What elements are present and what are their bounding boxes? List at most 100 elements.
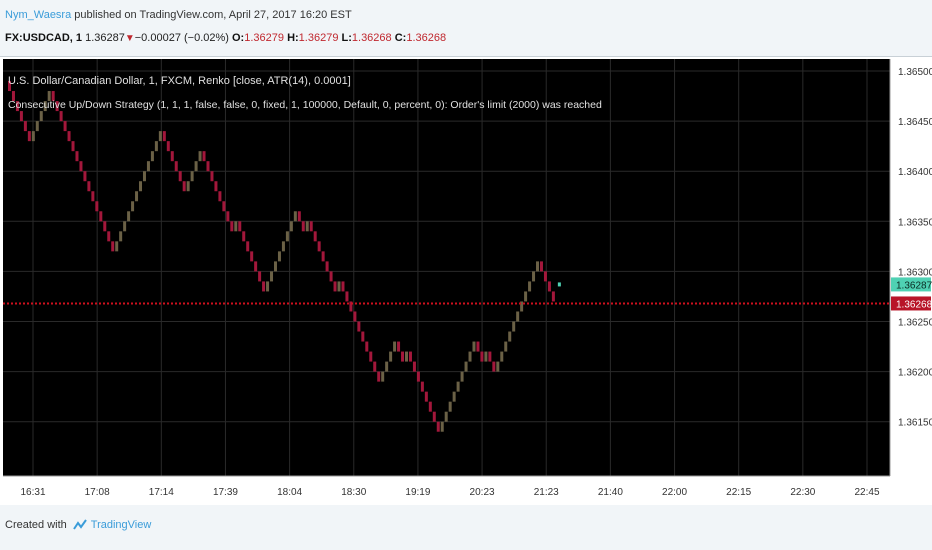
renko-brick-down (87, 181, 91, 192)
renko-brick-up (119, 231, 123, 242)
renko-brick-down (309, 221, 313, 232)
y-tick-label: 1.36400 (898, 167, 932, 178)
x-tick-label: 17:08 (85, 487, 110, 498)
renko-brick-down (202, 151, 206, 162)
renko-brick-down (242, 231, 246, 242)
renko-brick-down (210, 171, 214, 182)
renko-brick-up (142, 171, 146, 182)
renko-brick-up (448, 401, 452, 412)
renko-brick-down (111, 241, 115, 252)
renko-brick-up (385, 361, 389, 372)
renko-bricks (8, 81, 561, 432)
renko-brick-up (35, 121, 39, 132)
renko-brick-down (262, 281, 266, 292)
renko-brick-up (508, 331, 512, 342)
renko-brick-down (71, 141, 75, 152)
renko-brick-down (329, 271, 333, 282)
last-price-badge (891, 277, 931, 292)
price-axis[interactable]: 1.36500 1.36450 1.36400 1.36350 1.36300 1.362… (889, 59, 932, 476)
renko-brick-down (67, 131, 71, 142)
renko-brick-down (258, 271, 262, 282)
renko-brick-down (75, 151, 79, 162)
x-tick-label: 22:15 (726, 487, 751, 498)
y-tick-label: 1.36500 (898, 67, 932, 78)
strategy-status: Consecutive Up/Down Strategy (1, 1, 1, f… (8, 99, 602, 111)
renko-brick-down (432, 411, 436, 422)
grid-lines (3, 59, 890, 476)
renko-brick-up (270, 271, 274, 282)
down-triangle-icon: ▼ (124, 33, 135, 44)
renko-brick-up (266, 281, 270, 292)
renko-brick-up (452, 391, 456, 402)
y-tick-label: 1.36300 (898, 267, 932, 278)
renko-brick-down (23, 121, 27, 132)
renko-brick-down (11, 91, 15, 102)
renko-brick-up (512, 321, 516, 332)
symbol-label: FX:USDCAD, 1 (5, 32, 83, 44)
renko-brick-down (377, 371, 381, 382)
plot-area[interactable] (3, 59, 890, 476)
renko-brick-down (27, 131, 31, 142)
renko-brick-down (341, 281, 345, 292)
renko-brick-up (273, 261, 277, 272)
renko-brick-down (15, 101, 19, 112)
renko-brick-up (289, 221, 293, 232)
y-tick-label: 1.36250 (898, 318, 932, 329)
x-tick-label: 18:04 (277, 487, 302, 498)
renko-brick-down (412, 361, 416, 372)
renko-brick-up (305, 221, 309, 232)
renko-brick-up (456, 381, 460, 392)
renko-brick-down (361, 331, 365, 342)
published-text: published on TradingView.com, April 27, … (74, 9, 352, 21)
x-tick-label: 20:23 (470, 487, 495, 498)
renko-brick-down (301, 221, 305, 232)
renko-brick-down (55, 101, 59, 112)
renko-brick-up (39, 111, 43, 122)
renko-brick-up (405, 351, 408, 362)
renko-brick-down (488, 351, 492, 362)
renko-brick-up (484, 351, 488, 362)
renko-brick-up (285, 231, 289, 242)
time-axis[interactable]: 16:31 17:08 17:14 17:39 18:04 18:30 19:19 20:23… (3, 475, 890, 498)
author-link[interactable]: Nym_Waesra (5, 9, 72, 21)
y-tick-label: 1.36200 (898, 368, 932, 379)
renko-brick-down (99, 211, 103, 222)
renko-brick-down (182, 181, 186, 192)
renko-brick-down (162, 131, 166, 142)
price-change: −0.00027 (−0.02%) (134, 32, 229, 44)
renko-brick-up (123, 221, 127, 232)
tradingview-link[interactable]: TradingView (90, 519, 152, 531)
y-tick-label: 1.36450 (898, 117, 932, 128)
created-with-text: Created with (5, 519, 67, 531)
renko-brick-down (369, 351, 373, 362)
close-value: 1.36268 (406, 32, 447, 44)
x-tick-label: 17:39 (213, 487, 238, 498)
renko-brick-down (170, 151, 174, 162)
x-tick-label: 22:00 (662, 487, 687, 498)
y-tick-label: 1.36350 (898, 217, 932, 228)
renko-brick-up (47, 91, 51, 102)
renko-brick-up (393, 341, 397, 352)
renko-brick-up (444, 411, 448, 422)
renko-brick-up (131, 201, 135, 212)
renko-brick-up (146, 161, 150, 172)
renko-brick-down (551, 291, 555, 302)
x-tick-label: 19:19 (405, 487, 430, 498)
renko-chart[interactable]: U.S. Dollar/Canadian Dollar, 1, FXCM, Re… (0, 57, 932, 505)
renko-brick-down (480, 351, 484, 362)
renko-brick-up (460, 371, 464, 382)
chart-title: U.S. Dollar/Canadian Dollar, 1, FXCM, Re… (8, 75, 351, 87)
last-price-label: 1.36287 (896, 280, 932, 291)
open-value: 1.36279 (244, 32, 284, 44)
chart-panel: U.S. Dollar/Canadian Dollar, 1, FXCM, Re… (0, 56, 932, 505)
renko-brick-down (246, 241, 250, 252)
renko-brick-down (59, 111, 63, 122)
y-tick-label: 1.36150 (898, 418, 932, 429)
renko-brick-down (401, 351, 405, 362)
renko-brick-down (539, 261, 543, 272)
renko-brick-down (333, 281, 337, 292)
renko-brick-up (190, 171, 194, 182)
current-brick-marker (557, 282, 561, 287)
renko-brick-down (178, 171, 182, 182)
current-price: 1.36287 (85, 32, 125, 44)
